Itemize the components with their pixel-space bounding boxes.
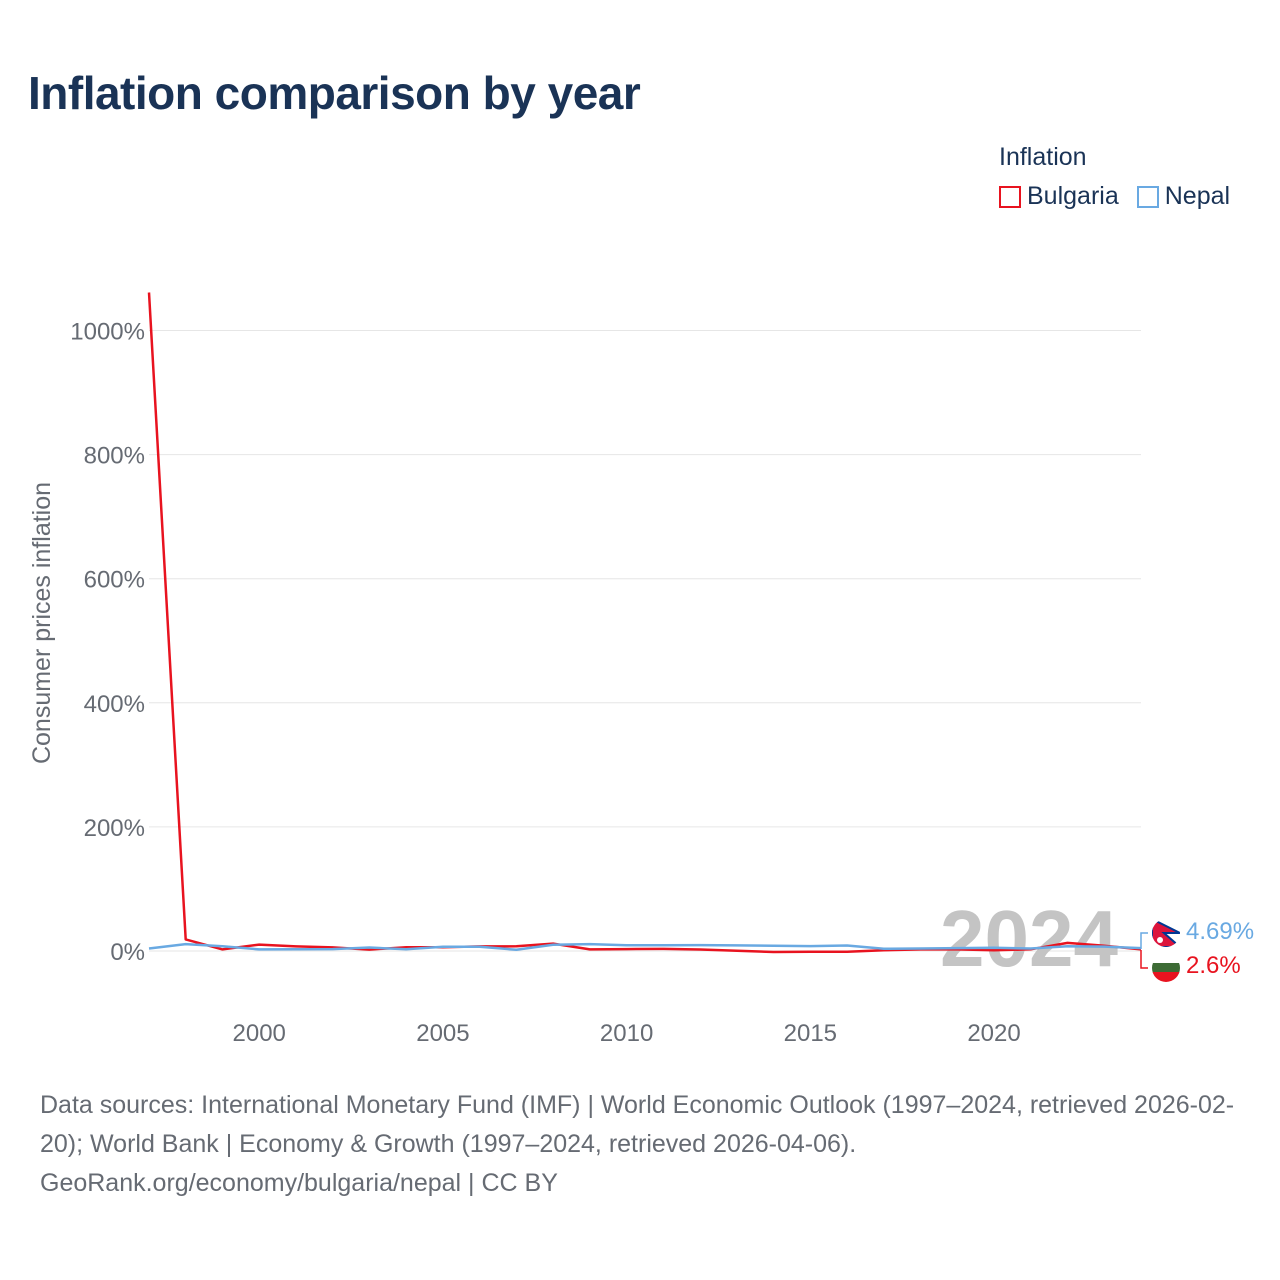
- series-line-nepal: [148, 942, 1142, 952]
- x-tick-label: 2005: [416, 1020, 469, 1047]
- x-tick-label: 2015: [784, 1020, 837, 1047]
- credit-link[interactable]: GeoRank.org/economy/bulgaria/nepal | CC …: [40, 1169, 558, 1197]
- y-tick-label: 1000%: [70, 319, 145, 346]
- chart-title: Inflation comparison by year: [28, 67, 641, 119]
- y-tick-label: 800%: [84, 443, 145, 470]
- y-tick-label: 0%: [110, 939, 145, 966]
- bulgaria-label-connector: [1140, 950, 1148, 969]
- series-line-bulgaria: [147, 292, 1142, 954]
- nepal-flag-icon: [1152, 919, 1180, 947]
- data-sources: Data sources: International Monetary Fun…: [40, 1091, 1235, 1158]
- year-watermark: 2024: [940, 894, 1118, 983]
- nepal-end-value: 4.69%: [1186, 918, 1254, 945]
- series-lines: [147, 292, 1142, 954]
- end-labels: 4.69% 2.6%: [1140, 918, 1254, 982]
- nepal-label-connector: [1140, 932, 1148, 949]
- chart-area: 2024 0% 200% 400% 600% 800% 1000% 2000 2005 201…: [28, 292, 1254, 1047]
- legend: Inflation Bulgaria Nepal: [999, 143, 1230, 211]
- x-tick-label: 2020: [967, 1020, 1020, 1047]
- legend-swatch-bulgaria: [999, 185, 1021, 208]
- y-tick-label: 400%: [84, 691, 145, 718]
- legend-label-bulgaria: Bulgaria: [1027, 182, 1119, 210]
- bulgaria-flag-icon: [1152, 954, 1180, 982]
- y-tick-label: 600%: [84, 567, 145, 594]
- x-tick-label: 2010: [600, 1020, 653, 1047]
- legend-swatch-nepal: [1136, 185, 1159, 208]
- x-axis-ticks: 2000 2005 2010 2015 2020: [233, 1020, 1021, 1047]
- footer: Data sources: International Monetary Fun…: [40, 1086, 1250, 1203]
- gridlines: [149, 330, 1141, 952]
- y-tick-label: 200%: [84, 815, 145, 842]
- legend-label-nepal: Nepal: [1164, 182, 1231, 210]
- legend-item-nepal[interactable]: Nepal: [1136, 182, 1231, 211]
- y-axis-ticks: 0% 200% 400% 600% 800% 1000%: [70, 319, 145, 967]
- legend-item-bulgaria[interactable]: Bulgaria: [999, 182, 1119, 211]
- y-axis-label: Consumer prices inflation: [28, 482, 56, 764]
- x-tick-label: 2000: [233, 1020, 286, 1047]
- legend-title: Inflation: [999, 143, 1087, 171]
- bulgaria-end-value: 2.6%: [1186, 952, 1241, 979]
